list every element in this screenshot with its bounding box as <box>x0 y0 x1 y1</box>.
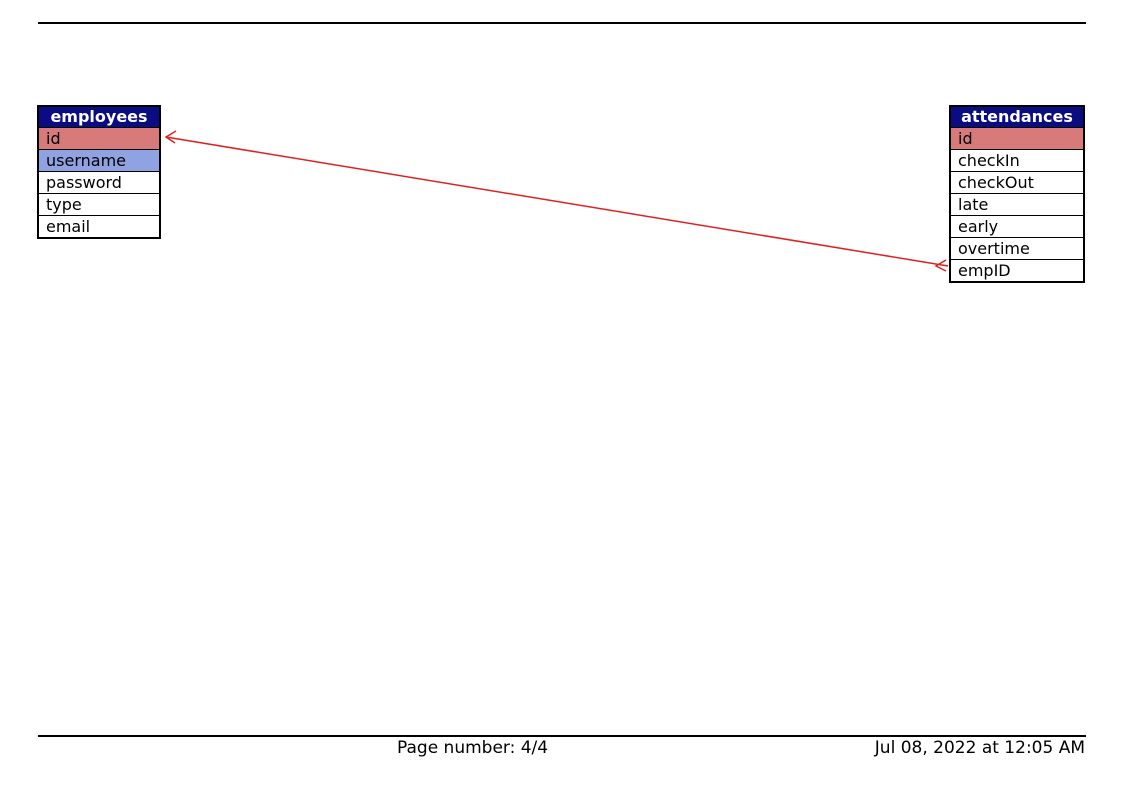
arrowhead-employees-id <box>164 130 177 144</box>
column-password: password <box>39 172 159 194</box>
table-title: attendances <box>951 107 1083 128</box>
column-checkin: checkIn <box>951 150 1083 172</box>
footer-rule <box>38 735 1086 737</box>
column-checkout: checkOut <box>951 172 1083 194</box>
relation-connector <box>165 136 949 267</box>
table-attendances[interactable]: attendances id checkIn checkOut late ear… <box>949 105 1085 283</box>
column-id: id <box>951 128 1083 150</box>
column-empid: empID <box>958 261 1011 280</box>
page-number: Page number: 4/4 <box>397 738 549 758</box>
column-email: email <box>46 217 91 236</box>
arrowhead-attendances-empid <box>934 259 947 272</box>
column-id: id <box>39 128 159 150</box>
header-rule <box>38 22 1086 24</box>
column-late: late <box>951 194 1083 216</box>
column-username: username <box>39 150 159 172</box>
table-employees[interactable]: employees id username password type emai… <box>37 105 161 239</box>
column-early: early <box>951 216 1083 238</box>
table-title: employees <box>39 107 159 128</box>
column-type: type <box>39 194 159 216</box>
column-overtime: overtime <box>951 238 1083 260</box>
timestamp: Jul 08, 2022 at 12:05 AM <box>874 738 1085 758</box>
